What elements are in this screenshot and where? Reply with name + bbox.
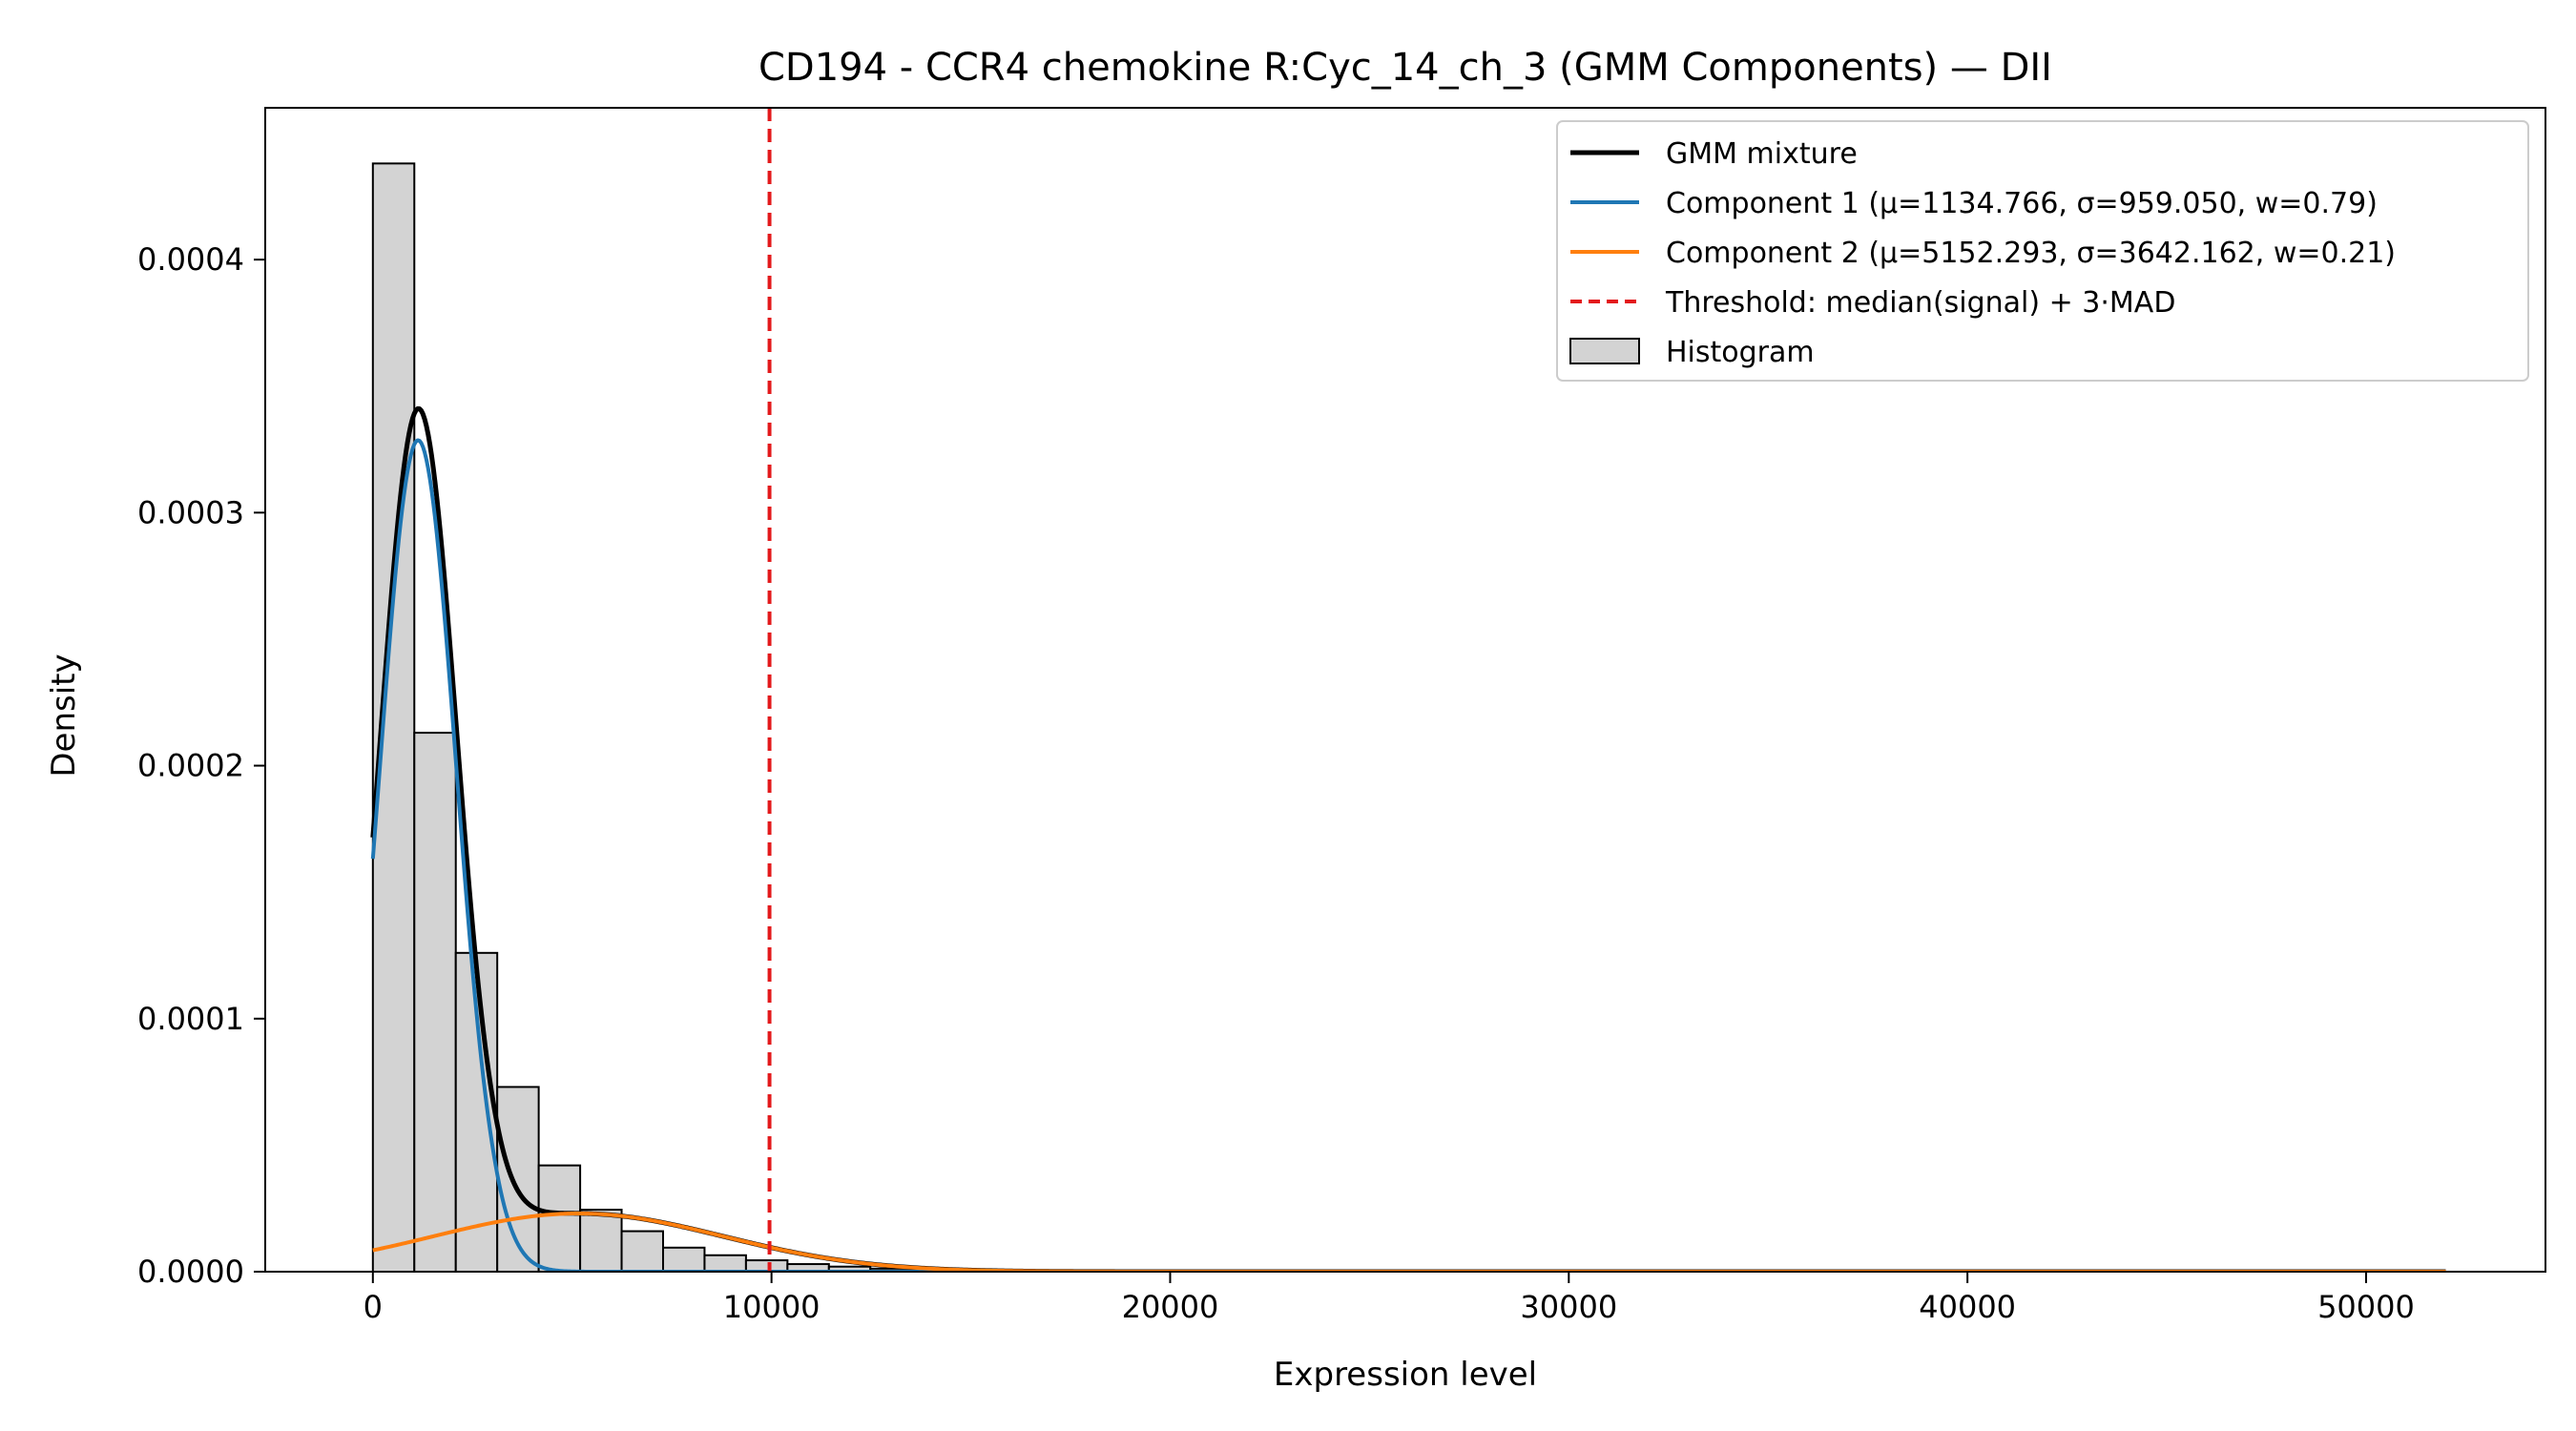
plot-content [370, 108, 2447, 1272]
histogram-bar [661, 1246, 706, 1272]
histogram-bar [703, 1254, 747, 1272]
component-2-line [372, 1211, 2446, 1272]
legend-swatch-histogram [1569, 338, 1640, 364]
y-tick-label: 0.0004 [137, 241, 244, 278]
legend-label: Component 2 (μ=5152.293, σ=3642.162, w=0… [1666, 237, 2396, 270]
x-tick-label: 10000 [723, 1289, 821, 1325]
axes: 0 10000 20000 30000 40000 50000 0.0000 0.0001 0.… [137, 107, 2546, 1325]
plot-area [370, 108, 2447, 1272]
y-tick-label: 0.0000 [137, 1254, 244, 1290]
histogram-bar [413, 732, 457, 1272]
legend-label: GMM mixture [1666, 137, 1858, 171]
x-tick-label: 50000 [2317, 1289, 2415, 1325]
legend-label: Component 1 (μ=1134.766, σ=959.050, w=0.… [1666, 187, 2378, 220]
histogram-bar [579, 1209, 623, 1272]
histogram-bar [537, 1164, 582, 1272]
legend: GMM mixture Component 1 (μ=1134.766, σ=95… [1556, 120, 2529, 382]
legend-label: Threshold: median(signal) + 3·MAD [1665, 286, 2175, 320]
y-axis-label: Density [45, 653, 83, 777]
x-tick-label: 20000 [1122, 1289, 1219, 1325]
y-tick-label: 0.0001 [137, 1001, 244, 1037]
chart-title: CD194 - CCR4 chemokine R:Cyc_14_ch_3 (GM… [758, 46, 2052, 90]
legend-box [1556, 120, 2529, 382]
x-tick-label: 30000 [1520, 1289, 1617, 1325]
axes-frame [264, 107, 2546, 1273]
legend-label: Histogram [1666, 336, 1815, 369]
x-tick-label: 0 [364, 1289, 383, 1325]
x-tick-label: 40000 [1919, 1289, 2016, 1325]
x-axis-label: Expression level [1274, 1356, 1537, 1394]
y-tick-label: 0.0002 [137, 748, 244, 784]
histogram-bar [371, 162, 416, 1272]
histogram-bar [620, 1230, 664, 1272]
y-tick-label: 0.0003 [137, 494, 244, 530]
